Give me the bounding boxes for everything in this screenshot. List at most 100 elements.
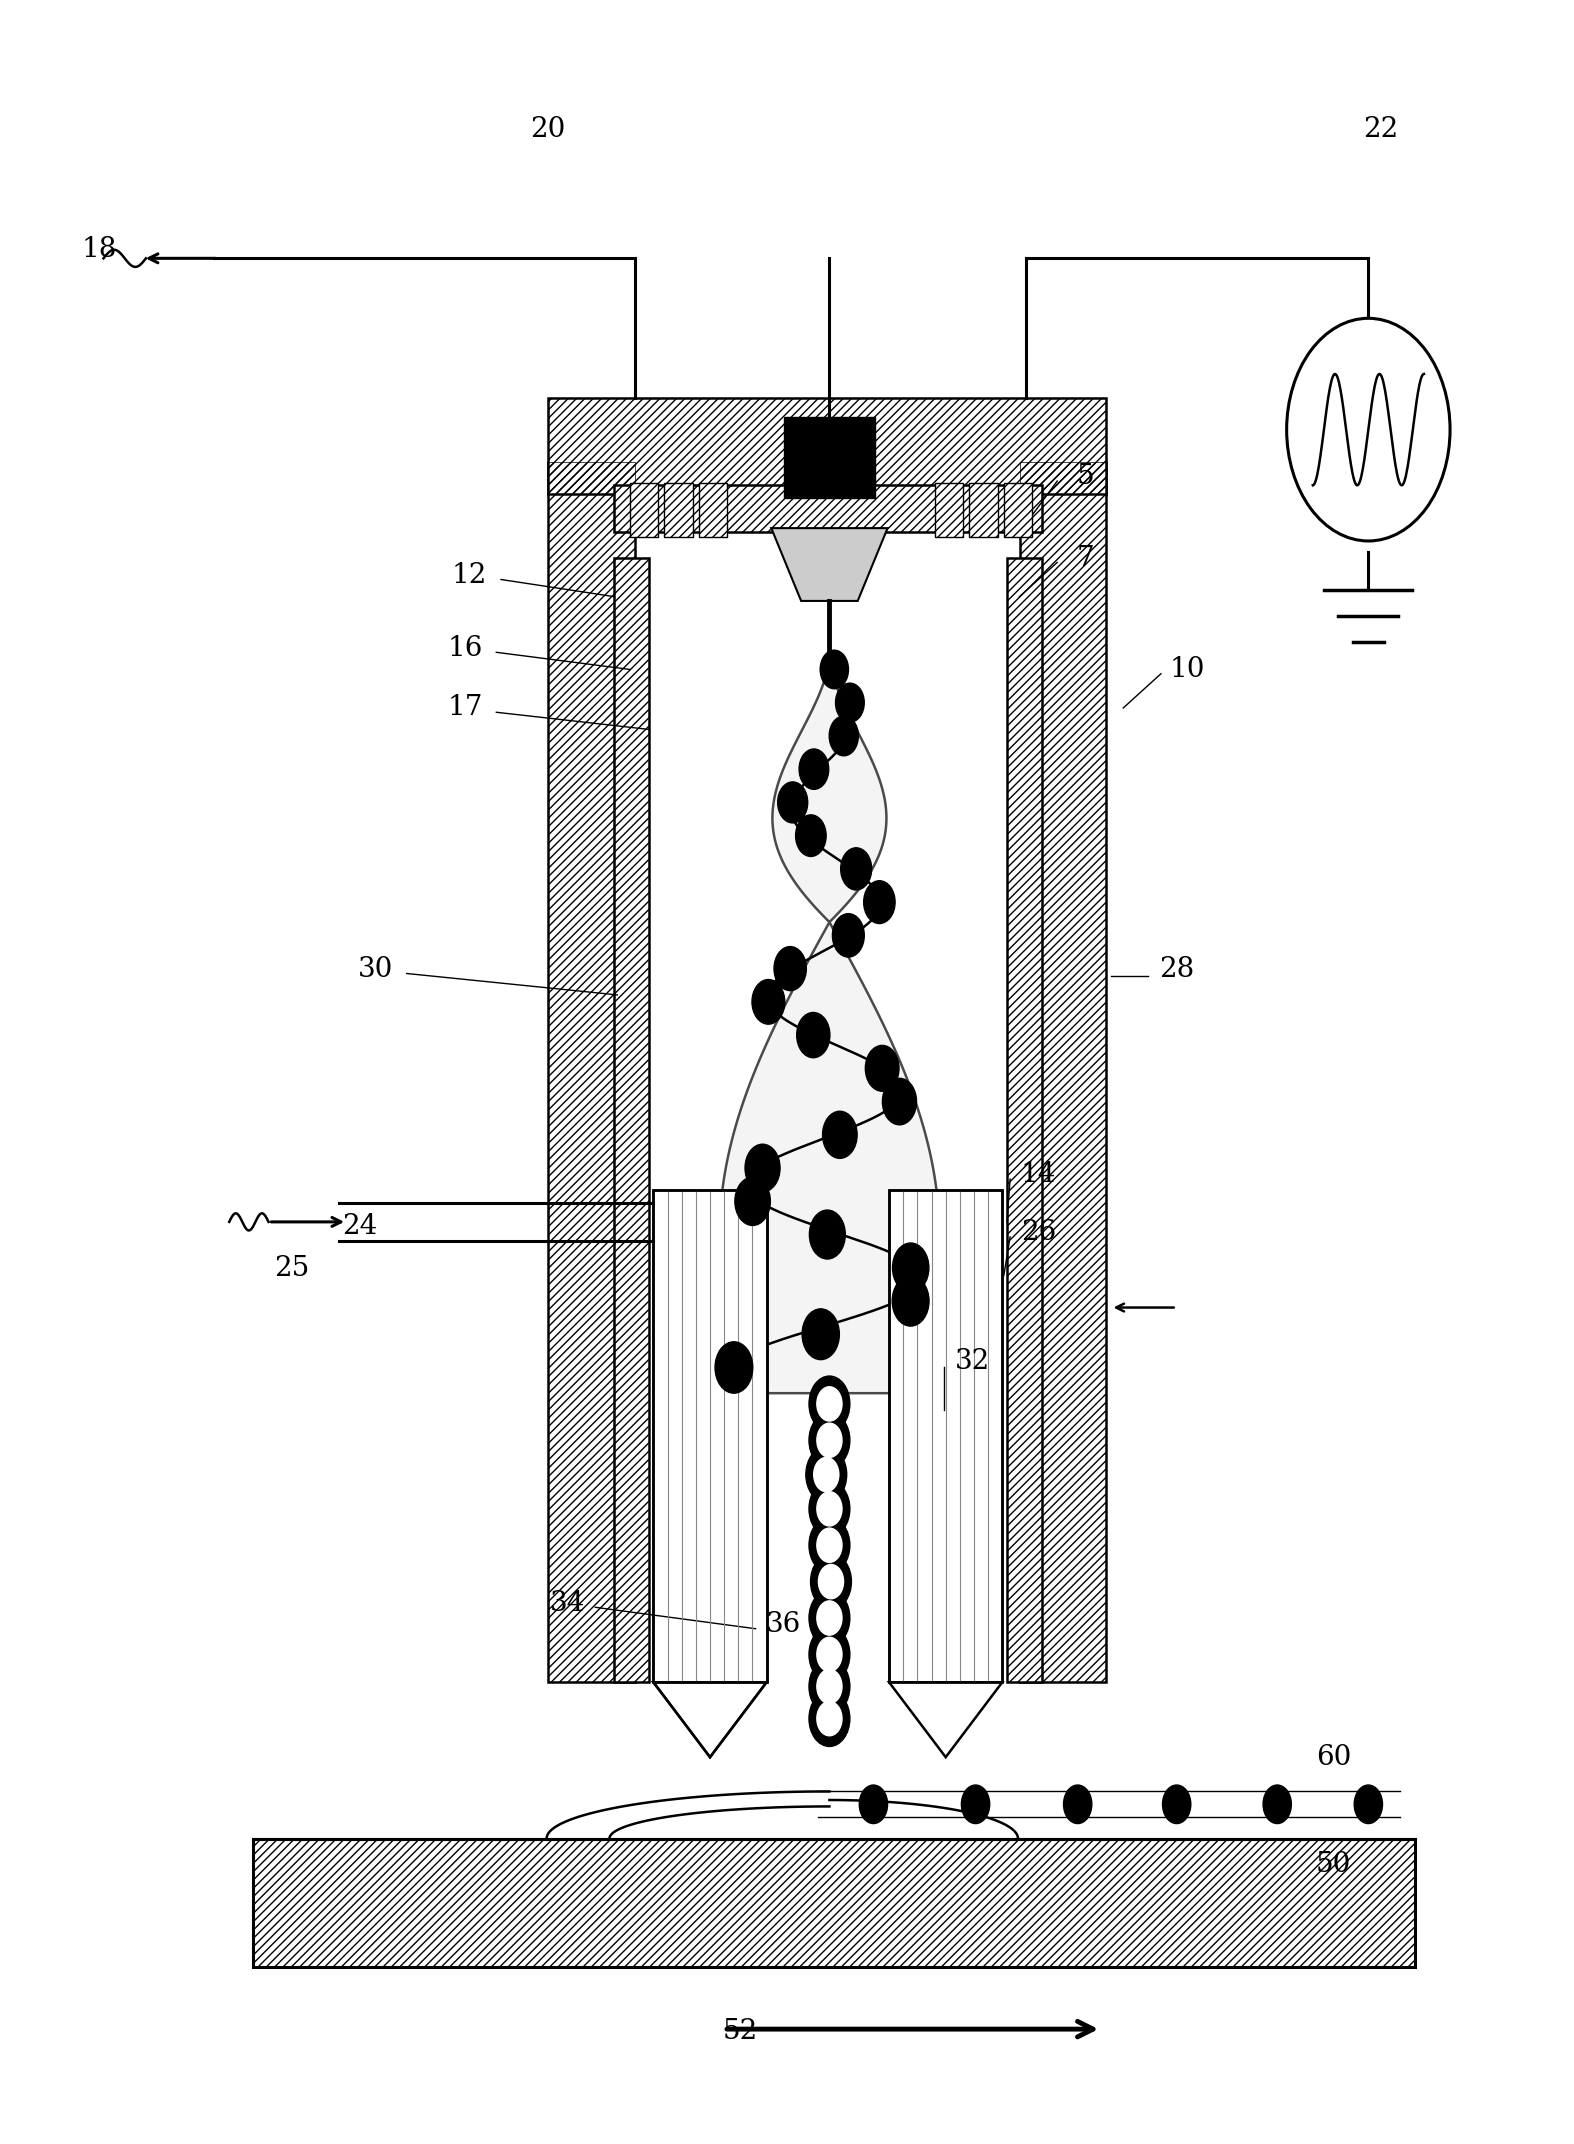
Circle shape [1163,1786,1192,1825]
Circle shape [866,1046,899,1091]
Circle shape [817,1638,842,1672]
Circle shape [774,948,806,991]
Circle shape [778,783,807,823]
Circle shape [817,1529,842,1563]
Polygon shape [719,654,940,1394]
Text: 36: 36 [767,1610,801,1638]
Bar [630,482,658,536]
Bar [614,485,1042,532]
Circle shape [795,815,826,855]
Bar [1004,482,1033,536]
Bar [1007,557,1042,1683]
Circle shape [809,1627,850,1683]
Circle shape [745,1145,781,1192]
Circle shape [817,1670,842,1704]
Polygon shape [653,1683,767,1758]
Circle shape [817,1424,842,1458]
Circle shape [962,1786,990,1825]
Circle shape [735,1177,770,1226]
Circle shape [892,1244,929,1293]
Circle shape [841,847,872,890]
Bar [664,482,693,536]
Bar [664,482,693,536]
Circle shape [823,1111,858,1158]
Bar [935,482,963,536]
Circle shape [809,1209,845,1259]
Text: 16: 16 [447,635,483,662]
Bar [889,1190,1003,1683]
Bar [548,461,634,1683]
Circle shape [715,1342,752,1394]
Text: 30: 30 [357,956,394,982]
Bar [970,482,998,536]
Bar [699,482,727,536]
Circle shape [817,1602,842,1636]
Text: 5: 5 [1077,463,1094,491]
Bar [614,557,648,1683]
Text: 18: 18 [82,236,116,264]
Text: 7: 7 [1077,545,1094,572]
Circle shape [809,1591,850,1647]
Bar [1020,461,1107,1683]
Circle shape [809,1518,850,1574]
Bar [935,482,963,536]
Circle shape [1262,1786,1291,1825]
Circle shape [809,1413,850,1469]
Circle shape [829,716,858,757]
Bar [1020,461,1107,1683]
Circle shape [818,1565,844,1599]
Text: 32: 32 [955,1349,990,1374]
Circle shape [796,1012,829,1057]
Polygon shape [889,1683,1003,1758]
Bar [614,557,648,1683]
Circle shape [752,980,785,1025]
Circle shape [809,1692,850,1747]
Circle shape [809,1659,850,1715]
Bar [653,1190,767,1683]
Circle shape [1286,317,1450,540]
Bar [1007,557,1042,1683]
Bar [253,1840,1415,1966]
Bar [253,1840,1415,1966]
Circle shape [817,1387,842,1421]
Text: 10: 10 [1169,656,1206,684]
Text: 12: 12 [452,562,488,590]
Circle shape [883,1078,916,1126]
Circle shape [817,1492,842,1527]
Circle shape [1064,1786,1092,1825]
Text: 26: 26 [1022,1220,1056,1246]
Bar [548,397,1107,493]
Bar [614,485,1042,532]
Text: 52: 52 [722,2018,757,2045]
Circle shape [836,684,864,723]
Circle shape [809,1376,850,1432]
Circle shape [800,748,829,789]
Bar [630,482,658,536]
Bar [889,1190,1003,1683]
Circle shape [803,1308,839,1359]
Circle shape [864,881,896,924]
Bar [548,397,1107,493]
Bar [699,482,727,536]
Circle shape [811,1554,852,1610]
Text: 14: 14 [1020,1162,1056,1188]
Text: 20: 20 [530,116,567,144]
Circle shape [809,1482,850,1537]
Circle shape [817,1702,842,1737]
Circle shape [806,1447,847,1503]
Text: 17: 17 [447,695,483,723]
Text: 25: 25 [274,1256,310,1282]
Circle shape [814,1458,839,1492]
Polygon shape [771,527,888,600]
Bar [1004,482,1033,536]
Text: 22: 22 [1363,116,1399,144]
Text: 60: 60 [1316,1743,1352,1771]
Circle shape [859,1786,888,1825]
Circle shape [892,1276,929,1327]
Circle shape [1354,1786,1382,1825]
Bar [548,461,634,1683]
Circle shape [820,650,848,688]
Bar [970,482,998,536]
Text: 28: 28 [1158,956,1195,982]
Text: 24: 24 [342,1214,378,1239]
